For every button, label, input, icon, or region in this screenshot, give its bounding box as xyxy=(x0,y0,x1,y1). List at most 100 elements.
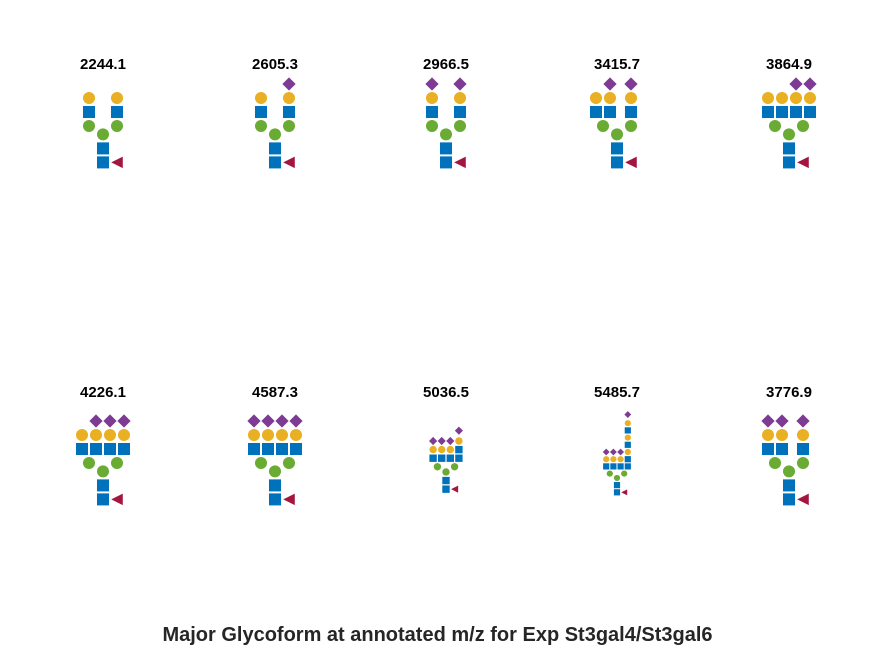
galactose-circle xyxy=(289,428,303,442)
glcnac-square xyxy=(268,479,282,492)
galactose-circle xyxy=(247,428,261,442)
mannose-circle xyxy=(782,465,796,478)
neuac-diamond xyxy=(803,77,817,91)
neuac-diamond xyxy=(454,426,463,435)
galactose-circle xyxy=(624,448,631,456)
fucose-triangle xyxy=(797,156,809,169)
neuac-diamond xyxy=(453,77,467,91)
galactose-circle xyxy=(455,437,463,445)
glcnac-square xyxy=(603,105,617,119)
mz-label-6: 4226.1 xyxy=(80,384,126,401)
glcnac-square xyxy=(268,156,282,169)
glcnac-square xyxy=(446,454,454,462)
mannose-circle xyxy=(796,119,810,133)
glcnac-square xyxy=(789,105,803,119)
mz-label-10: 3776.9 xyxy=(766,384,812,401)
galactose-circle xyxy=(789,91,803,105)
glcnac-square xyxy=(110,105,124,119)
mannose-circle xyxy=(613,474,621,482)
glcnac-square xyxy=(610,156,624,169)
glcnac-square xyxy=(782,156,796,169)
glcnac-square xyxy=(75,442,89,456)
glcnac-square xyxy=(425,105,439,119)
neuac-diamond xyxy=(609,448,617,456)
mannose-circle xyxy=(796,456,810,470)
fucose-triangle xyxy=(283,493,295,506)
glcnac-square xyxy=(455,445,463,454)
galactose-circle xyxy=(446,445,454,454)
glcnac-square xyxy=(117,442,131,456)
mannose-circle xyxy=(782,128,796,141)
mannose-circle xyxy=(110,119,124,133)
mannose-circle xyxy=(425,119,439,133)
neuac-diamond xyxy=(624,77,638,91)
mannose-circle xyxy=(624,119,638,133)
fucose-triangle xyxy=(283,156,295,169)
mannose-circle xyxy=(606,470,613,477)
glcnac-square xyxy=(624,441,631,448)
glcnac-square xyxy=(610,463,617,470)
glcnac-square xyxy=(254,105,268,119)
mz-label-7: 4587.3 xyxy=(252,384,298,401)
glcnac-square xyxy=(613,489,621,496)
glcnac-square xyxy=(761,442,775,456)
glcnac-square xyxy=(617,463,624,470)
glcnac-square xyxy=(275,442,289,456)
mannose-circle xyxy=(96,128,110,141)
glcnac-square xyxy=(268,142,282,155)
galactose-circle xyxy=(453,91,467,105)
neuac-diamond xyxy=(429,436,438,446)
figure-title: Major Glycoform at annotated m/z for Exp… xyxy=(162,624,713,646)
mannose-circle xyxy=(254,456,268,470)
glcnac-square xyxy=(782,142,796,155)
neuac-diamond xyxy=(117,414,131,428)
fucose-triangle xyxy=(625,156,637,169)
neuac-diamond xyxy=(761,414,775,428)
neuac-diamond xyxy=(603,77,617,91)
glcnac-square xyxy=(442,476,450,485)
mz-label-3: 2966.5 xyxy=(423,56,469,73)
galactose-circle xyxy=(103,428,117,442)
mannose-circle xyxy=(621,470,628,477)
fucose-triangle xyxy=(111,156,123,169)
glcnac-square xyxy=(775,105,789,119)
glcnac-square xyxy=(624,463,631,470)
neuac-diamond xyxy=(89,414,103,428)
glcnac-square xyxy=(268,493,282,506)
mannose-circle xyxy=(282,119,296,133)
glcnac-square xyxy=(439,156,453,169)
glcnac-square xyxy=(796,442,810,456)
galactose-circle xyxy=(761,428,775,442)
neuac-diamond xyxy=(261,414,275,428)
mannose-circle xyxy=(596,119,610,133)
mannose-circle xyxy=(82,119,96,133)
glcnac-square xyxy=(261,442,275,456)
mannose-circle xyxy=(96,465,110,478)
galactose-circle xyxy=(75,428,89,442)
mz-label-5: 3864.9 xyxy=(766,56,812,73)
galactose-circle xyxy=(89,428,103,442)
glcnac-square xyxy=(442,485,450,493)
glcnac-square xyxy=(803,105,817,119)
glcnac-square xyxy=(96,142,110,155)
fucose-triangle xyxy=(451,485,459,493)
galactose-circle xyxy=(617,456,624,463)
galactose-circle xyxy=(438,445,446,454)
mz-label-2: 2605.3 xyxy=(252,56,298,73)
mz-label-4: 3415.7 xyxy=(594,56,640,73)
neuac-diamond xyxy=(789,77,803,91)
galactose-circle xyxy=(761,91,775,105)
mannose-circle xyxy=(610,128,624,141)
neuac-diamond xyxy=(446,436,455,446)
glcnac-square xyxy=(761,105,775,119)
galactose-circle xyxy=(589,91,603,105)
galactose-circle xyxy=(425,91,439,105)
glcnac-square xyxy=(613,482,621,489)
neuac-diamond xyxy=(796,414,810,428)
neuac-diamond xyxy=(289,414,303,428)
galactose-circle xyxy=(429,445,437,454)
neuac-diamond xyxy=(247,414,261,428)
neuac-diamond xyxy=(602,448,610,456)
glcnac-square xyxy=(782,479,796,492)
galactose-circle xyxy=(254,91,268,105)
